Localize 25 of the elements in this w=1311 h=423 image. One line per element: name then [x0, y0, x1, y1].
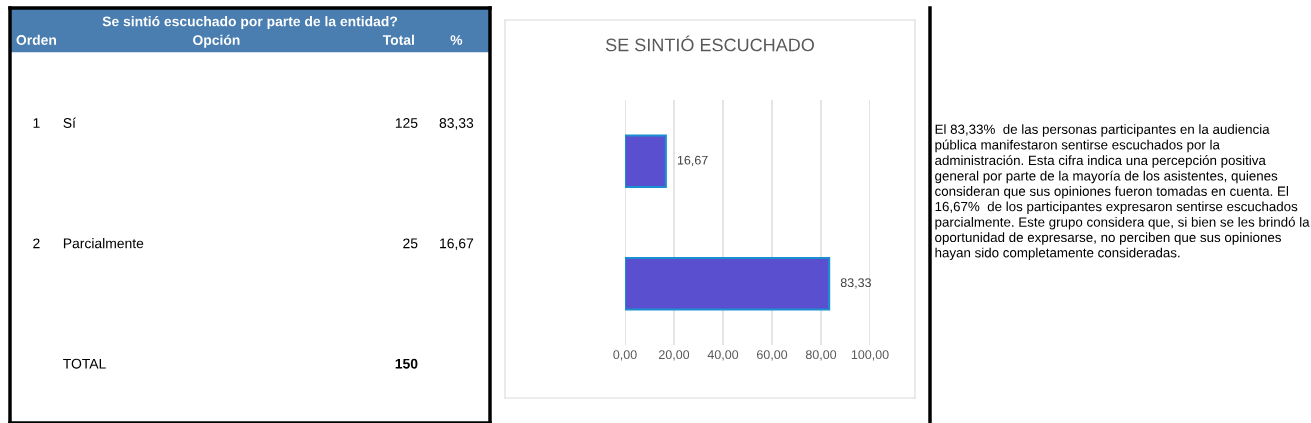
x-tick-label: 80,00	[805, 350, 837, 361]
text: El 83,33% de las personas participantes en la audiencia pública manifestaron sentirse escuchados por la administración. Esta cifra indica una percepción positiva general por parte de la mayoría de los asistentes, quienes consideran que sus opiniones fueron tomadas en cuenta. El 16,67% de los participantes expresaron sentirse escuchados parcialmente. Este grupo considera que, si bien se les brindó la oportunidad de expresarse, no perciben que sus opiniones hayan sido completamente consideradas.	[935, 124, 1310, 261]
text: TOTAL	[63, 358, 106, 369]
text: %	[450, 35, 463, 45]
x-tick-label: 60,00	[757, 350, 788, 361]
text: 25	[403, 238, 418, 249]
text: 16,67	[440, 238, 474, 250]
text: 1	[33, 118, 40, 128]
data-label: 16,67	[677, 155, 708, 167]
text: Orden	[16, 34, 56, 45]
x-tick-label: 20,00	[658, 350, 690, 361]
data-label: 83,33	[840, 278, 871, 289]
text: 83,33	[439, 118, 474, 130]
text: Opción	[193, 34, 240, 48]
text: Sí	[63, 117, 76, 128]
text: 2	[33, 238, 40, 249]
text: 125	[395, 118, 418, 128]
text: Se sintió escuchado por parte de la entidad?	[102, 15, 398, 30]
chart-title: SE SINTIÓ ESCUCHADO	[605, 35, 814, 52]
x-tick-label: 0,00	[613, 350, 637, 361]
x-tick-label: 100,00	[851, 350, 889, 361]
text: Total	[382, 34, 414, 45]
text: Parcialmente	[63, 238, 144, 249]
x-tick-label: 40,00	[707, 350, 739, 361]
text: 150	[395, 358, 418, 369]
